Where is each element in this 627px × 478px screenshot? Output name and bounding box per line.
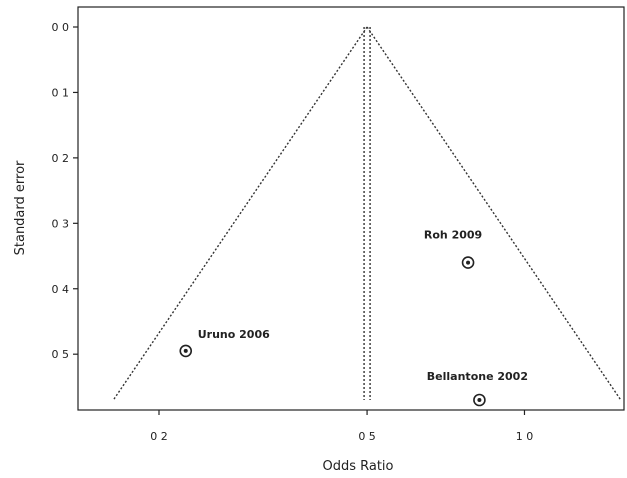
study-point-center — [466, 260, 471, 265]
y-tick-label: 0 1 — [52, 86, 70, 99]
x-tick-label: 1 0 — [516, 430, 534, 443]
y-tick-label: 0 2 — [52, 152, 70, 165]
x-tick-label: 0 5 — [358, 430, 376, 443]
y-axis-title: Standard error — [13, 160, 28, 255]
x-axis: 0 2 0 5 1 0 — [150, 410, 533, 443]
study-label: Roh 2009 — [424, 229, 482, 242]
y-tick-label: 0 3 — [52, 217, 70, 230]
study-point-center — [183, 348, 188, 353]
data-points: Uruno 2006 Roh 2009 Bellantone 2002 — [179, 229, 528, 407]
study-label: Bellantone 2002 — [427, 370, 528, 383]
y-tick-label: 0 5 — [52, 348, 70, 361]
x-axis-title: Odds Ratio — [322, 459, 393, 474]
study-label: Uruno 2006 — [198, 328, 270, 341]
funnel-left-line — [112, 26, 368, 401]
study-point-center — [477, 398, 482, 402]
x-tick-label: 0 2 — [150, 430, 168, 443]
plot-frame — [77, 6, 625, 411]
y-axis: 0 0 0 1 0 2 0 3 0 4 0 5 — [52, 21, 78, 361]
funnel-lines — [112, 26, 622, 401]
funnel-right-line — [366, 26, 622, 401]
y-tick-label: 0 4 — [52, 283, 70, 296]
y-tick-label: 0 0 — [52, 21, 70, 34]
